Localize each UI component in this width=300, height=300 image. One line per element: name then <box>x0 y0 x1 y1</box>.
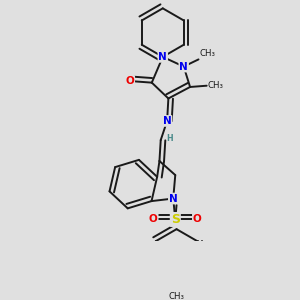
Text: N: N <box>163 116 172 126</box>
Text: O: O <box>193 214 202 224</box>
Text: N: N <box>169 194 178 203</box>
Text: N: N <box>158 52 167 62</box>
Text: N: N <box>179 61 188 72</box>
Text: O: O <box>125 76 134 86</box>
Text: CH₃: CH₃ <box>200 49 216 58</box>
Text: S: S <box>171 213 180 226</box>
Text: CH₃: CH₃ <box>169 292 184 300</box>
Text: O: O <box>149 214 158 224</box>
Text: H: H <box>166 134 173 143</box>
Text: CH₃: CH₃ <box>208 81 224 90</box>
